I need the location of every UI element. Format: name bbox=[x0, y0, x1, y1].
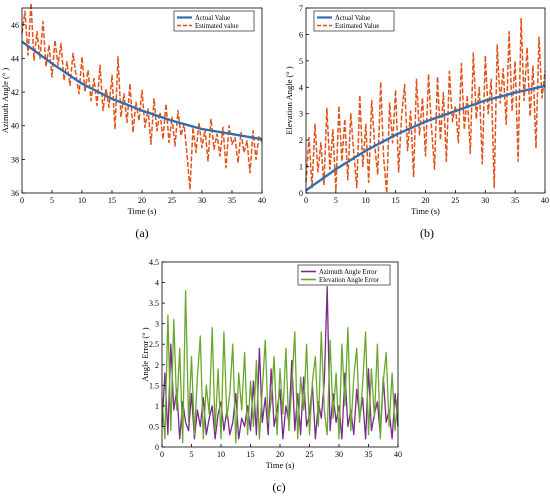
xtick-label: 15 bbox=[108, 196, 116, 205]
ytick-label: 4 bbox=[299, 83, 303, 92]
ytick-label: 36 bbox=[11, 189, 19, 198]
y-axis-label: Angle Error (° ) bbox=[140, 327, 150, 381]
ytick-label: 38 bbox=[11, 155, 19, 164]
ytick-label: 42 bbox=[11, 88, 19, 97]
legend-entry: Estimated value bbox=[195, 23, 239, 30]
xtick-label: 5 bbox=[334, 196, 338, 205]
plot-frame-c bbox=[161, 261, 399, 448]
legend-box-a bbox=[173, 10, 255, 32]
ytick-label: 7 bbox=[299, 4, 303, 13]
series-b-0-top bbox=[305, 84, 546, 192]
ytick-label: 0.5 bbox=[149, 422, 159, 431]
ytick-label: 1 bbox=[155, 402, 159, 411]
panel-label-a: (a) bbox=[135, 226, 148, 240]
xtick-label: 10 bbox=[78, 196, 86, 205]
legend-box-b bbox=[313, 10, 395, 32]
xtick-label: 25 bbox=[306, 450, 314, 459]
ytick-label: 1 bbox=[299, 163, 303, 172]
ytick-label: 5 bbox=[299, 57, 303, 66]
legend-entry: Estimated Value bbox=[335, 23, 379, 30]
xtick-label: 5 bbox=[50, 196, 54, 205]
ytick-label: 3.5 bbox=[149, 299, 159, 308]
series-b-1 bbox=[305, 17, 546, 194]
panel-label-c: (c) bbox=[272, 480, 285, 494]
xtick-label: 20 bbox=[276, 450, 284, 459]
xtick-label: 35 bbox=[228, 196, 236, 205]
xtick-label: 25 bbox=[168, 196, 176, 205]
ytick-label: 2.5 bbox=[149, 340, 159, 349]
chart-b: 0 5 10 15 20 25 30 35 40 0 1 2 3 4 5 6 7 Time (s) Elevatio… bbox=[284, 4, 549, 216]
x-axis-label: Time (s) bbox=[128, 206, 157, 216]
xtick-label: 5 bbox=[190, 450, 194, 459]
xtick-label: 30 bbox=[198, 196, 206, 205]
legend-entry: Elevation Angle Error bbox=[319, 277, 380, 284]
ytick-label: 1.5 bbox=[149, 381, 159, 390]
xtick-label: 40 bbox=[541, 196, 549, 205]
y-axis-label: Azimuth Angle (° ) bbox=[0, 68, 10, 134]
legend-entry: Actual Value bbox=[335, 15, 370, 22]
xtick-label: 30 bbox=[335, 450, 343, 459]
x-axis-label: Time (s) bbox=[411, 206, 440, 216]
legend-entry: Azimuth Angle Error bbox=[319, 269, 377, 276]
ytick-label: 0 bbox=[155, 443, 159, 452]
x-axis-label: Time (s) bbox=[266, 460, 295, 470]
xtick-label: 15 bbox=[392, 196, 400, 205]
xtick-label: 10 bbox=[217, 450, 225, 459]
xtick-label: 0 bbox=[20, 196, 24, 205]
series-c-0 bbox=[161, 286, 399, 440]
xtick-label: 40 bbox=[258, 196, 266, 205]
ytick-label: 44 bbox=[11, 54, 19, 63]
xtick-label: 0 bbox=[304, 196, 308, 205]
ytick-label: 3 bbox=[299, 110, 303, 119]
chart-a: 0 5 10 15 20 25 30 35 40 36 38 40 42 44 46 Time (s) Azim… bbox=[0, 2, 266, 216]
series-b-0 bbox=[305, 84, 546, 192]
series-a-1 bbox=[21, 2, 263, 191]
xtick-label: 30 bbox=[481, 196, 489, 205]
chart-c: 0 5 10 15 20 25 30 35 40 0 0.5 1 1.5 2 2.5 3 3.5 4 4.5 Time… bbox=[140, 258, 402, 470]
ytick-label: 2 bbox=[155, 361, 159, 370]
xtick-label: 10 bbox=[362, 196, 370, 205]
ytick-label: 40 bbox=[11, 122, 19, 131]
ytick-label: 6 bbox=[299, 30, 303, 39]
panel-label-b: (b) bbox=[420, 226, 434, 240]
y-axis-label: Elevation Angle (° ) bbox=[284, 66, 294, 134]
ytick-label: 4 bbox=[155, 279, 159, 288]
ytick-label: 2 bbox=[299, 136, 303, 145]
xtick-label: 40 bbox=[394, 450, 402, 459]
ytick-label: 0 bbox=[299, 189, 303, 198]
ytick-label: 4.5 bbox=[149, 258, 159, 267]
xtick-label: 20 bbox=[138, 196, 146, 205]
legend-box-c bbox=[297, 264, 391, 286]
xtick-label: 15 bbox=[247, 450, 255, 459]
xtick-label: 0 bbox=[160, 450, 164, 459]
xtick-label: 35 bbox=[365, 450, 373, 459]
xtick-label: 25 bbox=[451, 196, 459, 205]
xtick-label: 35 bbox=[511, 196, 519, 205]
xtick-label: 20 bbox=[422, 196, 430, 205]
series-c-1 bbox=[161, 290, 399, 444]
ytick-label: 46 bbox=[11, 21, 19, 30]
legend-entry: Actual Value bbox=[195, 15, 230, 22]
series-a-0-top bbox=[21, 40, 263, 141]
ytick-label: 3 bbox=[155, 320, 159, 329]
